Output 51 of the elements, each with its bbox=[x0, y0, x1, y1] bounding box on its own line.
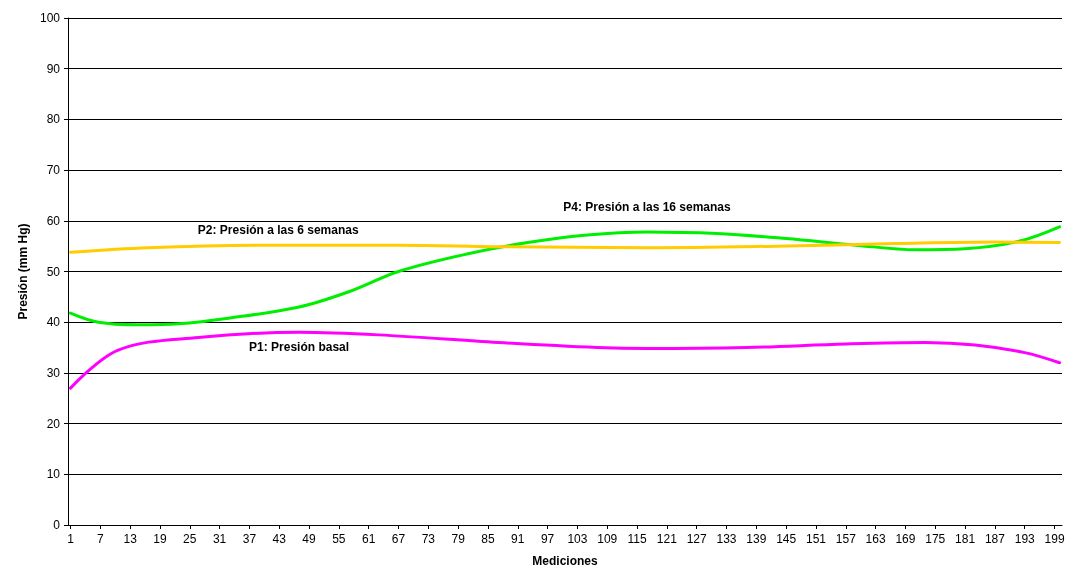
x-tick-label: 79 bbox=[451, 532, 466, 546]
x-tick-label: 43 bbox=[272, 532, 287, 546]
x-tick-label: 37 bbox=[242, 532, 257, 546]
x-tick-label: 73 bbox=[421, 532, 436, 546]
y-tick-label: 50 bbox=[46, 264, 61, 279]
line-series bbox=[68, 240, 1062, 254]
x-tick-label: 133 bbox=[716, 532, 737, 546]
x-tick-label: 25 bbox=[183, 532, 197, 546]
x-tick-label: 55 bbox=[332, 532, 346, 546]
y-tick-label: 80 bbox=[46, 112, 61, 127]
x-tick-label: 115 bbox=[627, 532, 647, 546]
series-label: P1: Presión basal bbox=[249, 340, 350, 355]
x-tick-label: 163 bbox=[865, 532, 886, 546]
x-tick-label: 121 bbox=[656, 532, 678, 546]
x-tick-label: 13 bbox=[123, 532, 138, 546]
y-tick-label: 40 bbox=[46, 315, 61, 330]
y-axis-title: Presión (mm Hg) bbox=[16, 223, 31, 320]
x-tick-label: 49 bbox=[302, 532, 317, 546]
y-tick-label: 20 bbox=[46, 416, 61, 431]
x-tick-label: 109 bbox=[597, 532, 618, 546]
y-tick-label: 90 bbox=[46, 61, 61, 76]
x-tick-label: 181 bbox=[955, 532, 976, 546]
x-tick-label: 187 bbox=[984, 532, 1006, 546]
x-tick-label: 157 bbox=[835, 532, 857, 546]
x-tick-label: 7 bbox=[96, 532, 104, 546]
x-tick-label: 139 bbox=[746, 532, 767, 546]
x-tick-label: 103 bbox=[567, 532, 588, 546]
x-axis-title: Mediciones bbox=[532, 554, 598, 568]
series-label: P2: Presión a las 6 semanas bbox=[197, 223, 359, 238]
x-tick-label: 175 bbox=[925, 532, 946, 546]
x-tick-label: 85 bbox=[481, 532, 495, 546]
y-tick-label: 30 bbox=[46, 365, 61, 380]
series-label: P4: Presión a las 16 semanas bbox=[563, 199, 732, 214]
x-tick-label: 145 bbox=[776, 532, 797, 546]
y-tick-label: 70 bbox=[46, 163, 61, 178]
x-tick-label: 31 bbox=[212, 532, 227, 546]
x-tick-label: 169 bbox=[895, 532, 916, 546]
x-tick-label: 19 bbox=[153, 532, 167, 546]
y-tick-label: 10 bbox=[46, 467, 61, 482]
x-tick-label: 127 bbox=[686, 532, 708, 546]
x-tick-label: 1 bbox=[67, 532, 75, 546]
y-tick-label: 100 bbox=[39, 11, 61, 25]
x-tick-label: 61 bbox=[362, 532, 376, 546]
x-tick-label: 193 bbox=[1014, 532, 1036, 546]
x-tick-label: 199 bbox=[1044, 532, 1065, 546]
x-tick-label: 97 bbox=[540, 532, 555, 546]
x-tick-label: 151 bbox=[805, 532, 827, 546]
x-tick-label: 67 bbox=[391, 532, 406, 546]
y-tick-label: 0 bbox=[53, 518, 61, 532]
x-tick-label: 91 bbox=[511, 532, 525, 546]
y-tick-label: 60 bbox=[46, 213, 61, 228]
